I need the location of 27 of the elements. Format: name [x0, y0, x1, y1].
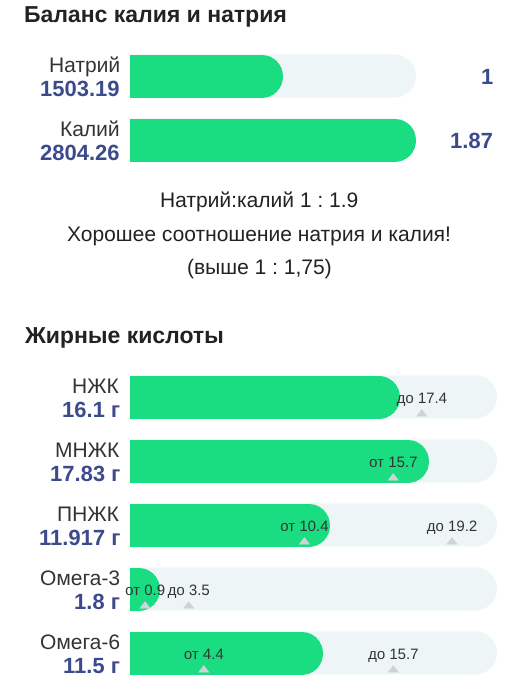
- data-label: от 15.7: [369, 454, 418, 471]
- data-label: 2804.26: [40, 140, 120, 165]
- y-tick-label: Натрий: [49, 54, 120, 77]
- y-tick-label: ПНЖК: [57, 503, 120, 526]
- text: 1: [481, 64, 494, 89]
- data-label: 17.83 г: [50, 461, 120, 486]
- text: Натрий:калий 1 : 1.9: [160, 189, 358, 212]
- data-label: до 3.5: [168, 582, 210, 599]
- data-label: 1503.19: [40, 76, 120, 101]
- data-label: от 4.4: [184, 646, 224, 663]
- y-tick-label: МНЖК: [55, 439, 120, 462]
- data-label: 11.917 г: [39, 525, 120, 550]
- chart-title: Жирные кислоты: [24, 322, 224, 348]
- y-tick-label: НЖК: [72, 375, 120, 398]
- data-label: от 10.4: [280, 518, 329, 535]
- text: (выше 1 : 1,75): [187, 256, 332, 279]
- data-label: до 15.7: [368, 646, 419, 663]
- data-label: 16.1 г: [62, 397, 120, 422]
- y-tick-label: Омега-3: [40, 567, 120, 590]
- y-tick-label: Омега-6: [40, 631, 120, 654]
- data-label: 1.8 г: [74, 589, 120, 614]
- text: Хорошее соотношение натрия и калия!: [67, 223, 451, 246]
- text: 1.87: [450, 128, 493, 153]
- data-label: до 19.2: [426, 518, 478, 535]
- chart-title: Баланс калия и натрия: [24, 1, 287, 27]
- y-tick-label: Калий: [60, 118, 120, 141]
- data-label: 11.5 г: [63, 653, 120, 678]
